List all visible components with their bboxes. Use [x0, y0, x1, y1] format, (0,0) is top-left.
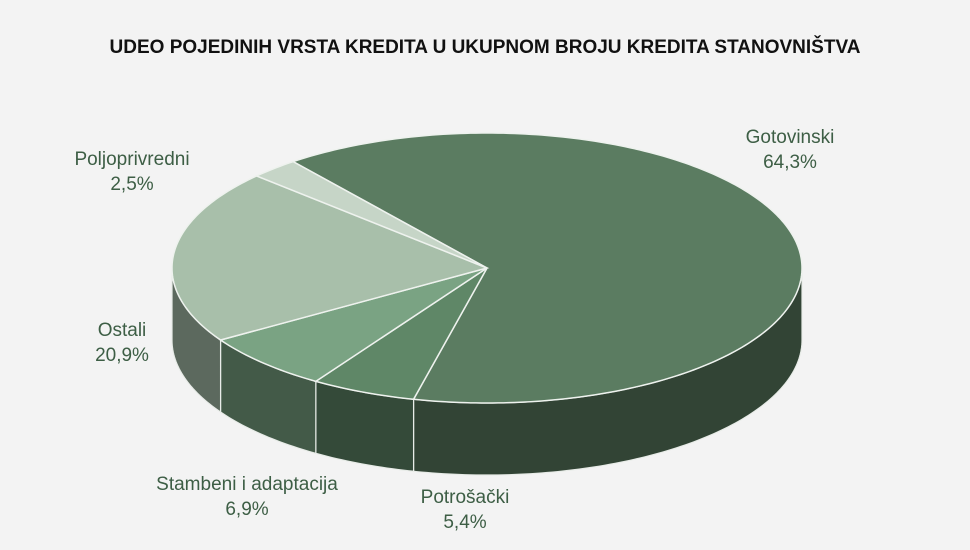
- slice-label: Potrošački: [421, 487, 510, 508]
- slice-value-label: 5,4%: [443, 512, 486, 533]
- slice-label: Poljoprivredni: [74, 149, 189, 170]
- pie-slice: [171, 175, 490, 341]
- slice-value-label: 20,9%: [95, 345, 149, 366]
- slice-value-label: 6,9%: [225, 499, 268, 520]
- slice-label: Gotovinski: [746, 127, 835, 148]
- slice-value-label: 2,5%: [110, 174, 153, 195]
- chart-title: UDEO POJEDINIH VRSTA KREDITA U UKUPNOM B…: [110, 36, 861, 58]
- pie-slice: [218, 267, 488, 383]
- pie-slice: [254, 160, 488, 269]
- slice-value-label: 64,3%: [763, 152, 817, 173]
- slice-label: Stambeni i adaptacija: [156, 474, 338, 495]
- pie-slice: [291, 132, 803, 404]
- slice-label: Ostali: [98, 320, 147, 341]
- pie-slice: [314, 267, 488, 401]
